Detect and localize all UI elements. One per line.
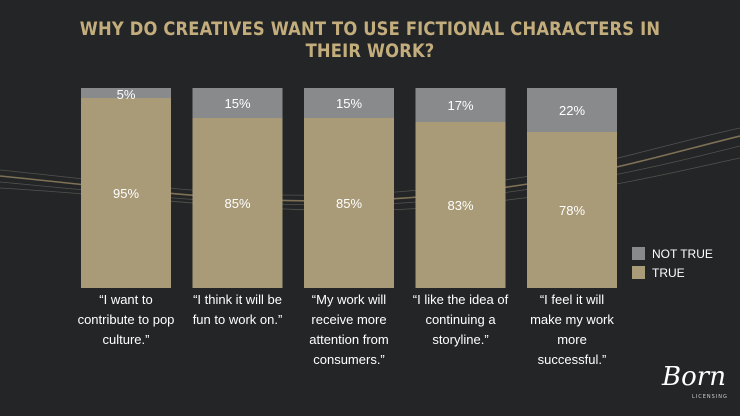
bar-segment-true — [192, 118, 283, 288]
bar-segment-true — [81, 98, 171, 288]
category-label-line: contribute to pop — [78, 312, 175, 327]
category-label-line: continuing a — [425, 312, 496, 327]
category-label: “I think it will be fun to work on.” — [193, 292, 283, 327]
category-label-line: make my work — [530, 312, 614, 327]
born-licensing-logo: Born LICENSING — [662, 362, 732, 408]
data-label-true: 85% — [224, 196, 250, 211]
category-label-line: “My work will — [312, 292, 386, 307]
category-label: “I like the idea of continuing a storyline… — [413, 292, 509, 347]
category-label-line: culture.” — [103, 332, 150, 347]
bar-segment-not-true — [81, 88, 171, 98]
category-label-line: “I like the idea of — [413, 292, 509, 307]
legend: NOT TRUE TRUE — [632, 247, 713, 280]
category-label-line: receive more — [311, 312, 386, 327]
category-label-line: consumers.” — [313, 352, 385, 367]
data-label-true: 78% — [559, 203, 585, 218]
bar-segment-not-true — [415, 88, 506, 122]
category-label: “I want to contribute to pop culture.” — [78, 292, 175, 347]
data-label-true: 85% — [336, 196, 362, 211]
bar-segment-not-true — [527, 88, 617, 132]
bar-segment-true — [527, 132, 617, 288]
data-label-not-true: 22% — [559, 103, 585, 118]
legend-swatch — [632, 247, 645, 260]
category-label-line: fun to work on.” — [193, 312, 283, 327]
data-label-not-true: 15% — [224, 96, 250, 111]
bar-segment-not-true — [192, 88, 283, 118]
legend-label: TRUE — [652, 266, 685, 280]
page-title: WHY DO CREATIVES WANT TO USE FICTIONAL C… — [79, 18, 661, 62]
category-label: “I feel it will make my work more successfu… — [530, 292, 614, 367]
category-label-line: attention from — [309, 332, 389, 347]
category-label-line: more — [557, 332, 587, 347]
data-label-true: 95% — [113, 186, 139, 201]
logo-script-text: Born — [662, 362, 726, 392]
logo-subtitle-text: LICENSING — [692, 394, 728, 400]
stacked-bars: 95% 5% 85% 15% 85% 15% 83% 17% 78% 22% — [81, 87, 617, 288]
legend-label: NOT TRUE — [652, 247, 713, 261]
data-label-not-true: 17% — [447, 98, 473, 113]
category-label-line: “I think it will be — [193, 292, 282, 307]
data-label-true: 83% — [447, 198, 473, 213]
category-label-line: storyline.” — [432, 332, 488, 347]
category-labels: “I want to contribute to pop culture.” “I t… — [78, 292, 615, 367]
bar-segment-true — [415, 122, 506, 288]
category-label: “My work will receive more attention from c… — [309, 292, 389, 367]
category-label-line: “I feel it will — [540, 292, 604, 307]
legend-swatch — [632, 266, 645, 279]
bar-segment-true — [304, 118, 394, 288]
data-label-not-true: 5% — [117, 87, 136, 102]
data-label-not-true: 15% — [336, 96, 362, 111]
bar-segment-not-true — [304, 88, 394, 118]
category-label-line: “I want to — [99, 292, 152, 307]
category-label-line: successful.” — [538, 352, 607, 367]
